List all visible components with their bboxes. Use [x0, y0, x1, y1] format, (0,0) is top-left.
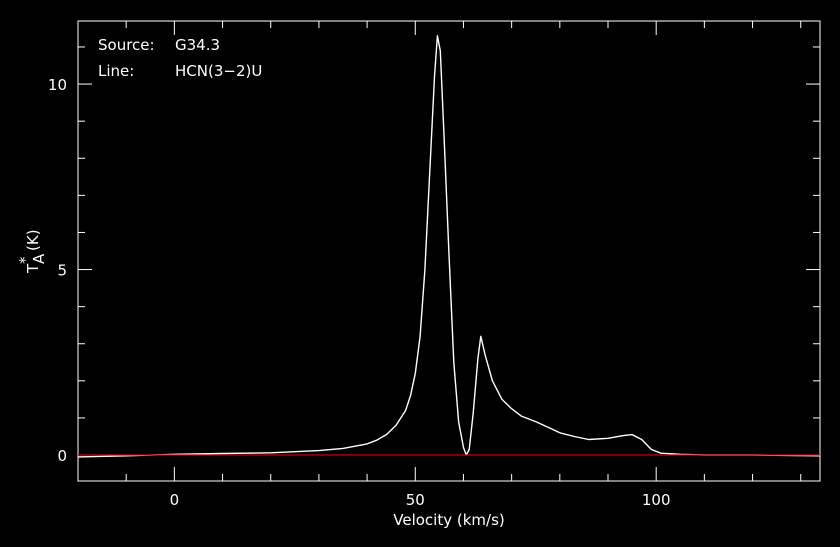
line-label: Line: [98, 62, 134, 80]
plot-frame [77, 20, 821, 482]
y-tick-label: 5 [57, 262, 67, 280]
series-layer [77, 35, 821, 458]
y-axis-label: T * A (K) [16, 229, 48, 274]
x-tick-label: 100 [642, 491, 671, 509]
x-tick-label: 0 [170, 491, 180, 509]
source-label: Source: [98, 36, 155, 54]
source-value: G34.3 [175, 36, 220, 54]
y-axis-label-main: T [24, 263, 42, 274]
y-tick-label: 0 [57, 447, 67, 465]
x-tick-label: 50 [406, 491, 425, 509]
line-value: HCN(3−2)U [175, 62, 262, 80]
y-axis-label-sup: * [16, 256, 34, 264]
y-axis-label-sub: A [30, 253, 48, 264]
y-tick-label: 10 [48, 76, 67, 94]
y-axis-label-units: (K) [24, 229, 42, 251]
spectrum-line [77, 35, 821, 458]
x-axis-label: Velocity (km/s) [393, 511, 504, 529]
